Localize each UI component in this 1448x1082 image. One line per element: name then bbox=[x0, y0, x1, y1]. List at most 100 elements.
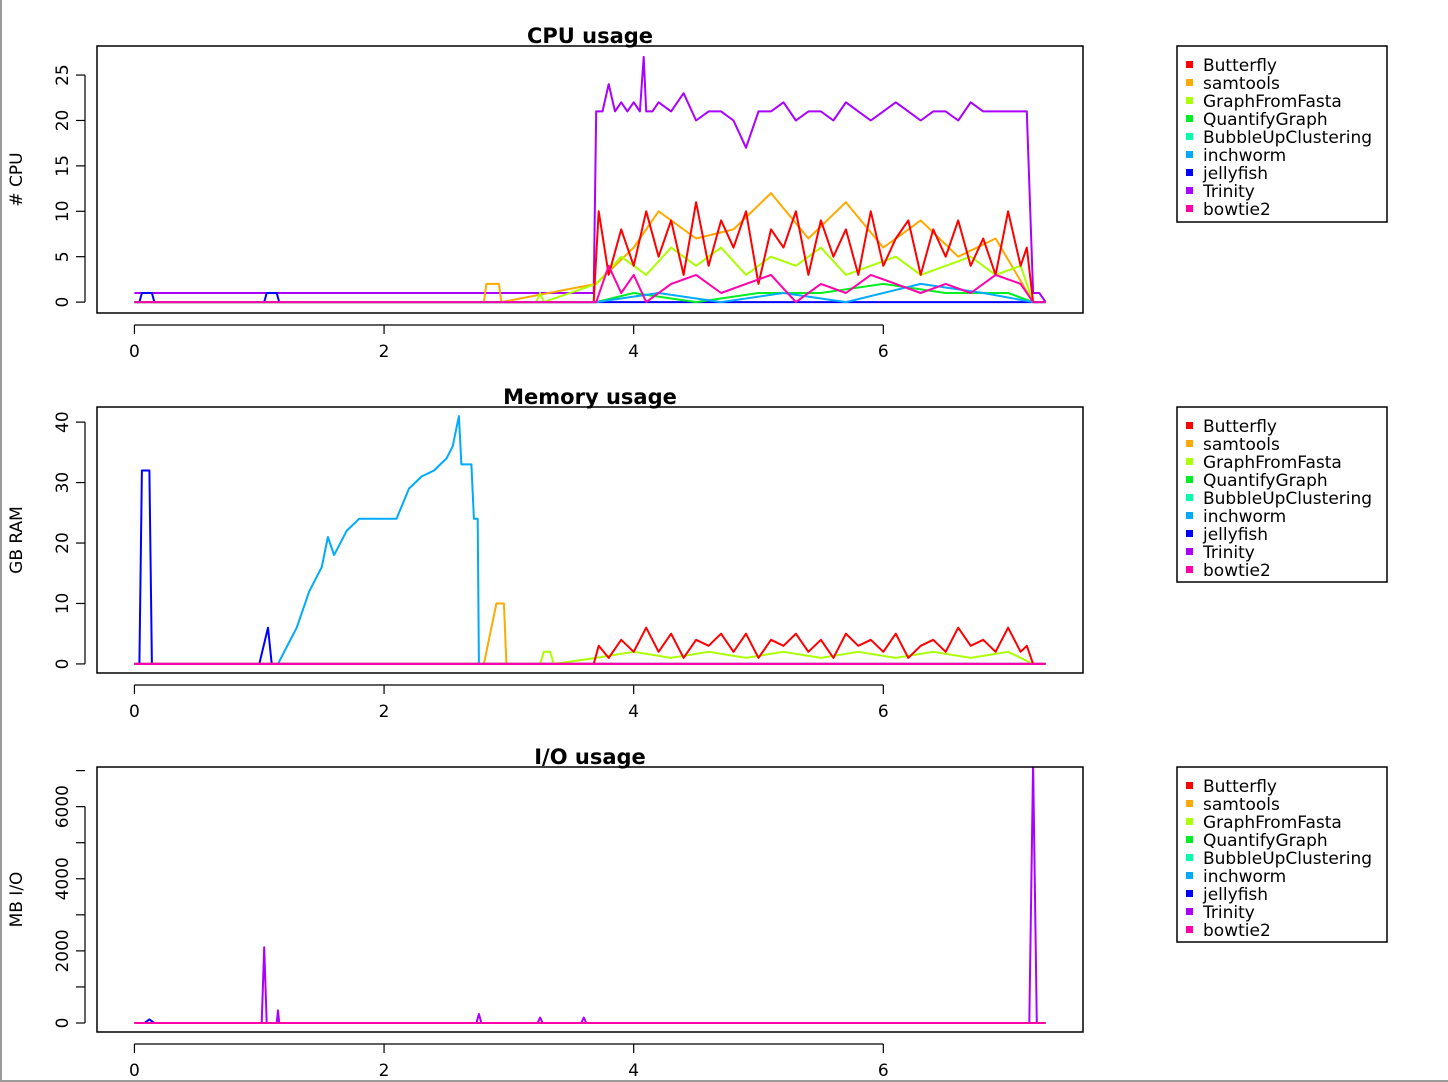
io-legend-box bbox=[1176, 766, 1388, 943]
memory-x-tick-label: 6 bbox=[878, 702, 889, 722]
memory-y-tick-label: 0 bbox=[53, 659, 73, 670]
cpu-y-tick-label: 0 bbox=[53, 297, 73, 308]
memory-legend-swatch bbox=[1186, 440, 1193, 447]
cpu-legend-label: BubbleUpClustering bbox=[1203, 128, 1372, 148]
io-legend-label: samtools bbox=[1203, 795, 1280, 815]
io-x-tick-label: 6 bbox=[878, 1061, 889, 1081]
cpu-y-tick-label: 5 bbox=[53, 251, 73, 262]
cpu-legend-swatch bbox=[1186, 205, 1193, 212]
cpu-series-trinity bbox=[134, 55, 1047, 303]
memory-legend-label: jellyfish bbox=[1202, 525, 1268, 545]
window-bottom-border bbox=[0, 1080, 1448, 1082]
cpu-series-quantifygraph bbox=[134, 282, 1046, 304]
io-y-tick-label: 4000 bbox=[53, 857, 73, 900]
memory-series-butterfly bbox=[134, 626, 1046, 665]
memory-chart: Memory usage GB RAM 0 2 4 6 0 10 20 30 40 Butterfly… bbox=[7, 385, 1388, 722]
cpu-series-inchworm bbox=[134, 282, 1046, 304]
cpu-series-group bbox=[134, 55, 1047, 304]
io-chart-title: I/O usage bbox=[534, 745, 646, 769]
memory-legend-swatch bbox=[1186, 512, 1193, 519]
io-legend-label: BubbleUpClustering bbox=[1203, 849, 1372, 869]
cpu-y-tick-label: 20 bbox=[53, 110, 73, 132]
io-legend-label: GraphFromFasta bbox=[1203, 813, 1342, 833]
memory-legend-swatch bbox=[1186, 476, 1193, 483]
cpu-legend-swatch bbox=[1186, 61, 1193, 68]
memory-legend-label: Butterfly bbox=[1203, 417, 1277, 437]
cpu-legend-label: GraphFromFasta bbox=[1203, 92, 1342, 112]
io-plot-frame bbox=[96, 766, 1084, 1033]
cpu-y-tick-label: 25 bbox=[53, 64, 73, 86]
memory-legend: ButterflysamtoolsGraphFromFastaQuantifyG… bbox=[1176, 406, 1388, 583]
cpu-legend-label: Trinity bbox=[1202, 182, 1255, 202]
io-x-tick-label: 4 bbox=[628, 1061, 639, 1081]
cpu-x-tick-label: 2 bbox=[379, 342, 390, 362]
io-chart: I/O usage MB I/O 0 2 4 6 0 2000 4000 6000 Butterfl… bbox=[7, 745, 1388, 1081]
cpu-plot-frame bbox=[96, 45, 1084, 314]
cpu-legend-label: QuantifyGraph bbox=[1203, 110, 1328, 130]
io-legend-label: inchworm bbox=[1203, 867, 1286, 887]
io-legend-swatch bbox=[1186, 782, 1193, 789]
io-y-tick-label: 6000 bbox=[53, 785, 73, 828]
memory-legend-label: samtools bbox=[1203, 435, 1280, 455]
io-legend-swatch bbox=[1186, 872, 1193, 879]
cpu-legend-label: bowtie2 bbox=[1203, 200, 1271, 220]
cpu-y-tick-label: 10 bbox=[53, 200, 73, 222]
memory-legend-swatch bbox=[1186, 422, 1193, 429]
cpu-legend-label: samtools bbox=[1203, 74, 1280, 94]
cpu-legend-label: inchworm bbox=[1203, 146, 1286, 166]
io-y-axis-label: MB I/O bbox=[7, 872, 27, 928]
io-legend-label: Trinity bbox=[1202, 903, 1255, 923]
io-legend-swatch bbox=[1186, 908, 1193, 915]
memory-x-tick-label: 4 bbox=[628, 702, 639, 722]
io-series-trinity bbox=[134, 767, 1046, 1024]
io-legend-label: jellyfish bbox=[1202, 885, 1268, 905]
io-legend-swatch bbox=[1186, 926, 1193, 933]
memory-legend-label: QuantifyGraph bbox=[1203, 471, 1328, 491]
io-y-tick-label: 2000 bbox=[53, 929, 73, 972]
cpu-x-tick-label: 6 bbox=[878, 342, 889, 362]
io-legend: ButterflysamtoolsGraphFromFastaQuantifyG… bbox=[1176, 766, 1388, 943]
memory-legend-label: BubbleUpClustering bbox=[1203, 489, 1372, 509]
memory-y-tick-label: 20 bbox=[53, 532, 73, 554]
io-legend-label: Butterfly bbox=[1203, 777, 1277, 797]
io-x-tick-label: 2 bbox=[379, 1061, 390, 1081]
memory-legend-box bbox=[1176, 406, 1388, 583]
window-left-border bbox=[0, 0, 2, 1082]
memory-y-tick-label: 10 bbox=[53, 593, 73, 615]
cpu-legend-label: jellyfish bbox=[1202, 164, 1268, 184]
cpu-series-graphfromfasta bbox=[134, 246, 1035, 304]
memory-legend-swatch bbox=[1186, 548, 1193, 555]
cpu-series-butterfly bbox=[134, 201, 1046, 304]
memory-plot-frame bbox=[96, 406, 1084, 674]
memory-series-group bbox=[134, 415, 1046, 665]
io-series-group bbox=[134, 767, 1046, 1024]
cpu-legend-swatch bbox=[1186, 187, 1193, 194]
cpu-x-tick-label: 0 bbox=[129, 342, 140, 362]
cpu-legend: ButterflysamtoolsGraphFromFastaQuantifyG… bbox=[1176, 45, 1388, 223]
memory-legend-label: Trinity bbox=[1202, 543, 1255, 563]
memory-chart-title: Memory usage bbox=[503, 385, 677, 409]
io-legend-label: bowtie2 bbox=[1203, 921, 1271, 941]
memory-y-axis-label: GB RAM bbox=[7, 506, 27, 574]
io-y-tick-label: 0 bbox=[53, 1018, 73, 1029]
cpu-chart: CPU usage # CPU 0 2 4 6 0 5 10 15 20 25 Butterflysam… bbox=[7, 24, 1388, 362]
io-legend-swatch bbox=[1186, 854, 1193, 861]
cpu-legend-swatch bbox=[1186, 79, 1193, 86]
memory-series-inchworm bbox=[134, 415, 1046, 665]
io-legend-swatch bbox=[1186, 836, 1193, 843]
cpu-series-bowtie2 bbox=[134, 264, 1046, 304]
cpu-legend-swatch bbox=[1186, 151, 1193, 158]
cpu-chart-title: CPU usage bbox=[527, 24, 653, 48]
cpu-y-tick-label: 15 bbox=[53, 155, 73, 177]
memory-legend-swatch bbox=[1186, 458, 1193, 465]
memory-y-tick-label: 30 bbox=[53, 472, 73, 494]
cpu-legend-label: Butterfly bbox=[1203, 56, 1277, 76]
cpu-legend-swatch bbox=[1186, 133, 1193, 140]
io-legend-label: QuantifyGraph bbox=[1203, 831, 1328, 851]
memory-series-graphfromfasta bbox=[134, 650, 1046, 665]
io-legend-swatch bbox=[1186, 890, 1193, 897]
cpu-x-tick-label: 4 bbox=[628, 342, 639, 362]
memory-legend-label: GraphFromFasta bbox=[1203, 453, 1342, 473]
memory-legend-label: inchworm bbox=[1203, 507, 1286, 527]
